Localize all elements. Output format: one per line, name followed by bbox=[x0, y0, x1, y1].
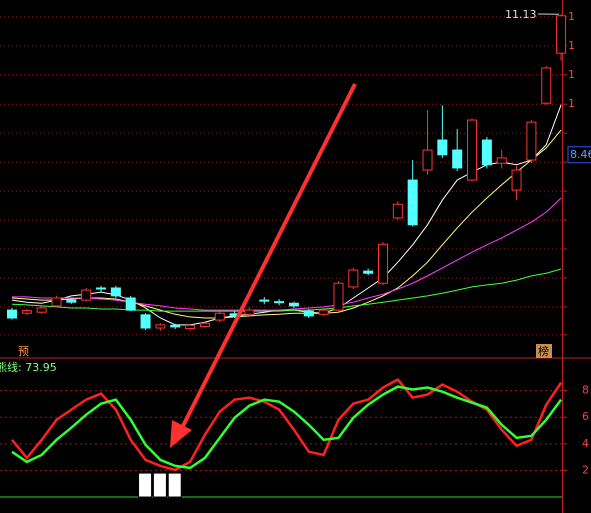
candle-body bbox=[96, 287, 107, 290]
signal-bar bbox=[152, 472, 167, 498]
candle-body bbox=[318, 309, 329, 315]
candle-body bbox=[511, 169, 522, 191]
y-tick-label: 2 bbox=[582, 463, 589, 476]
y-tick-label: 1 bbox=[568, 39, 575, 52]
y-tick-label: 6 bbox=[582, 410, 589, 423]
candle-body bbox=[274, 301, 285, 304]
moving-average-line bbox=[12, 197, 562, 311]
signal-bar bbox=[138, 472, 153, 498]
candle-body bbox=[348, 269, 359, 288]
current-price-box bbox=[567, 146, 591, 164]
y-tick-label: 4 bbox=[582, 437, 589, 450]
moving-average-line bbox=[11, 129, 562, 319]
candle-body bbox=[185, 324, 196, 330]
candle-body bbox=[541, 67, 552, 104]
marker-label: 榜 bbox=[538, 344, 549, 358]
y-tick-label: 1 bbox=[568, 68, 575, 81]
candle-body bbox=[51, 297, 62, 307]
candle-body bbox=[467, 119, 478, 181]
candle-body bbox=[214, 312, 225, 321]
candle-body bbox=[496, 157, 507, 164]
y-tick-label: 1 bbox=[568, 97, 575, 110]
arrow bbox=[170, 83, 357, 448]
plot-area: 1 1 1 1 8.46 11.13 预 榜 2 4 6 8 熊线: 73.95 bbox=[0, 8, 591, 498]
candle-body bbox=[392, 203, 403, 219]
indicator-title: 熊线: 73.95 bbox=[0, 360, 57, 374]
candle-body bbox=[363, 270, 374, 274]
candle-body bbox=[288, 302, 299, 307]
candle-body bbox=[125, 297, 136, 311]
candle-body bbox=[36, 307, 47, 313]
candle-body bbox=[81, 289, 92, 301]
candle-body bbox=[7, 309, 17, 319]
indicator-line bbox=[11, 377, 563, 472]
max-price-label: 11.13 bbox=[505, 8, 537, 21]
candle-body bbox=[422, 149, 433, 171]
candle-body bbox=[244, 309, 255, 315]
marker-box bbox=[536, 344, 552, 358]
y-tick-label: 1 bbox=[568, 10, 575, 23]
candle-body bbox=[140, 314, 151, 329]
marker-label: 预 bbox=[18, 345, 29, 358]
candle-body bbox=[481, 139, 492, 166]
candle-body bbox=[333, 282, 344, 311]
candle-body bbox=[556, 15, 567, 54]
y-tick-label: 8 bbox=[582, 384, 589, 397]
candle-body bbox=[378, 243, 388, 284]
candle-body bbox=[199, 322, 210, 327]
candle-body bbox=[407, 179, 418, 226]
candle-body bbox=[303, 310, 314, 317]
candle-body bbox=[259, 299, 270, 302]
candle-body bbox=[155, 324, 166, 329]
indicator-line bbox=[11, 385, 563, 470]
candle-body bbox=[526, 121, 537, 161]
candle-body bbox=[66, 299, 77, 303]
current-price-label: 8.46 bbox=[570, 148, 591, 161]
candle-body bbox=[452, 149, 463, 169]
candle-body bbox=[437, 139, 448, 156]
signal-bar bbox=[167, 472, 182, 498]
moving-average-line bbox=[11, 104, 562, 326]
candle-body bbox=[170, 324, 181, 328]
moving-average-line bbox=[11, 268, 562, 312]
candle-body bbox=[21, 310, 32, 314]
candle-body bbox=[110, 287, 121, 297]
